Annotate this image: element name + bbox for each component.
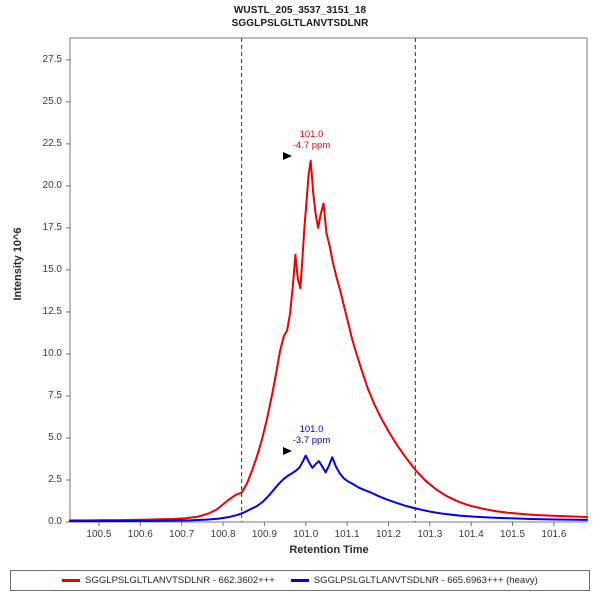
annotation-light-ppm: -4.7 ppm xyxy=(292,139,331,151)
y-tick-label: 15.0 xyxy=(42,263,62,275)
legend-label-heavy: SGGLPSLGLTLANVTSDLNR - 665.6963+++ (heav… xyxy=(313,575,538,586)
trace-light[interactable] xyxy=(69,159,588,522)
legend-swatch-heavy-icon xyxy=(290,579,309,582)
annotation-heavy-precursor: 101.0 -3.7 ppm xyxy=(293,424,331,446)
chromatogram-plot[interactable] xyxy=(0,0,600,560)
x-tick-label: 100.5 xyxy=(86,529,112,540)
legend-swatch-light-icon xyxy=(62,579,81,582)
trace-heavy[interactable] xyxy=(69,454,588,523)
annotation-heavy-rt: 101.0 xyxy=(299,423,324,435)
annotation-heavy-ppm: -3.7 ppm xyxy=(292,434,331,446)
x-tick-label: 101.4 xyxy=(458,529,484,540)
y-tick-label: 22.5 xyxy=(42,137,62,149)
y-tick-label: 20.0 xyxy=(42,179,62,191)
y-tick-label: 2.5 xyxy=(48,473,62,485)
x-tick-label: 101.0 xyxy=(293,529,319,540)
x-tick-label: 101.2 xyxy=(375,529,401,540)
y-tick-label: 0.0 xyxy=(48,516,62,527)
annotation-light-precursor: 101.0 -4.7 ppm xyxy=(293,129,331,151)
annotation-light-rt: 101.0 xyxy=(299,128,324,140)
legend-item-heavy[interactable]: SGGLPSLGLTLANVTSDLNR - 665.6963+++ (heav… xyxy=(290,575,538,586)
y-tick-label: 27.5 xyxy=(42,53,62,65)
x-tick-label: 101.5 xyxy=(500,529,526,540)
y-tick-label: 10.0 xyxy=(42,347,62,359)
x-axis-title: Retention Time xyxy=(289,544,369,556)
y-tick-label: 12.5 xyxy=(42,305,62,317)
title-line-run: WUSTL_205_3537_3151_18 xyxy=(233,5,367,16)
legend: SGGLPSLGLTLANVTSDLNR - 662.3602+++ SGGLP… xyxy=(10,570,590,591)
y-tick-label: 5.0 xyxy=(48,431,62,443)
apex-marker-light-icon xyxy=(282,151,292,160)
x-tick-label: 101.3 xyxy=(417,529,443,540)
x-tick-label: 100.6 xyxy=(127,529,153,540)
title-line-peptide: SGGLPSLGLTLANVTSDLNR xyxy=(231,18,369,29)
y-tick-label: 25.0 xyxy=(42,95,62,107)
plot-frame xyxy=(69,37,588,523)
legend-item-light[interactable]: SGGLPSLGLTLANVTSDLNR - 662.3602+++ xyxy=(62,575,275,586)
plot-area-wrapper: Intensity 10^6 Retention Time 0.0 2.5 5.0 7… xyxy=(0,0,600,560)
legend-label-light: SGGLPSLGLTLANVTSDLNR - 662.3602+++ xyxy=(85,575,275,586)
y-tick-label: 7.5 xyxy=(48,389,62,401)
x-tick-label: 101.1 xyxy=(334,529,360,540)
x-tick-label: 101.6 xyxy=(541,529,567,540)
page-title: WUSTL_205_3537_3151_18 SGGLPSLGLTLANVTSD… xyxy=(0,4,600,30)
x-tick-label: 100.8 xyxy=(210,529,236,540)
y-tick-label: 17.5 xyxy=(42,221,62,233)
x-tick-label: 100.9 xyxy=(251,529,277,540)
apex-marker-heavy-icon xyxy=(282,446,292,455)
x-tick-label: 100.7 xyxy=(169,529,195,540)
